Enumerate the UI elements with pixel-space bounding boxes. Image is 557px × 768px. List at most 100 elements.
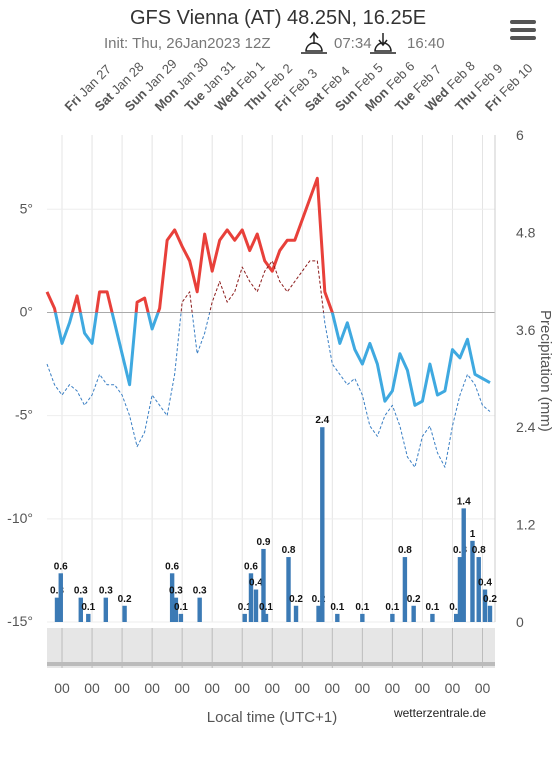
precip-label: 0.1 (355, 602, 369, 613)
precip-label: 0.1 (81, 602, 95, 613)
precip-label: 0.8 (398, 545, 412, 556)
precip-bar (122, 605, 127, 622)
precip-bar (476, 557, 481, 622)
x-tick-label: 00 (174, 680, 190, 696)
precip-label: 0.3 (99, 586, 113, 597)
x-tick-label: 00 (415, 680, 431, 696)
x-tick-label: 00 (54, 680, 70, 696)
precip-bar (487, 605, 493, 622)
precip-bar (320, 427, 325, 622)
precip-bar (169, 573, 175, 622)
precip-bar (482, 589, 488, 622)
y-tick-label: -10° (7, 510, 33, 526)
precip-label: 0.9 (257, 537, 271, 548)
x-tick-label: 00 (475, 680, 491, 696)
temperature-line (45, 176, 334, 313)
day-weekday: Tue (182, 88, 208, 114)
chart-title: GFS Vienna (AT) 48.25N, 16.25E (130, 7, 426, 29)
precip-bar (54, 597, 60, 622)
day-weekday: Thu (452, 87, 479, 114)
precip-bar (286, 557, 291, 622)
precip-bar (263, 613, 269, 622)
precip-bar (78, 597, 83, 622)
precip-bar (360, 613, 365, 622)
x-tick-label: 00 (355, 680, 371, 696)
source: wetterzentrale.de (393, 706, 486, 720)
precip-label: 1.4 (457, 496, 471, 507)
precip-bar (457, 557, 463, 622)
y-tick-label: 0° (20, 303, 33, 319)
precip-label: 0.6 (54, 561, 68, 572)
precip-label: 0.3 (169, 586, 183, 597)
precip-bar (411, 605, 416, 622)
x-axis-label: Local time (UTC+1) (207, 709, 337, 726)
precip-bar (58, 573, 63, 622)
precip-label: 0.1 (174, 602, 188, 613)
precip-label: 0.6 (244, 561, 258, 572)
temperature-line (53, 312, 491, 407)
y-tick-label: 5° (20, 200, 33, 216)
precip-bar (242, 613, 247, 622)
y2-tick-label: 2.4 (516, 419, 536, 435)
x-tick-label: 00 (264, 680, 280, 696)
y2-axis-label: Precipitation (mm) (537, 310, 554, 432)
x-tick-label: 00 (445, 680, 461, 696)
precip-bar (430, 613, 435, 622)
precip-bar (197, 597, 202, 622)
day-date: Feb 10 (496, 61, 535, 100)
y2-tick-label: 0 (516, 614, 524, 630)
temperature-line (46, 312, 491, 468)
precip-label: 0.2 (407, 594, 421, 605)
y2-tick-label: 6 (516, 127, 524, 143)
precip-bar (103, 597, 109, 622)
precip-bar (335, 613, 340, 622)
sunset-time: 16:40 (407, 35, 445, 52)
sunset-icon (370, 33, 396, 54)
precip-label: 0.3 (193, 586, 207, 597)
y2-tick-label: 1.2 (516, 517, 536, 533)
precip-bar (248, 573, 254, 622)
precip-bar (261, 548, 266, 622)
precip-bar (390, 613, 395, 622)
temperature-line (180, 260, 325, 313)
day-weekday: Tue (392, 88, 418, 114)
x-tick-label: 00 (204, 680, 220, 696)
precip-label: 0.1 (259, 602, 273, 613)
x-tick-label: 00 (294, 680, 310, 696)
sunrise-icon (301, 31, 327, 54)
precip-bar (293, 605, 299, 622)
precip-bar (253, 589, 259, 622)
precip-label: 0.2 (483, 594, 497, 605)
precip-label: 0.6 (165, 561, 179, 572)
precip-bar (470, 540, 475, 622)
sunrise-time: 07:34 (334, 35, 372, 52)
y2-tick-label: 3.6 (516, 322, 536, 338)
precip-label: 0.1 (330, 602, 344, 613)
precip-label: 0.1 (238, 602, 252, 613)
precip-label: 2.4 (315, 415, 329, 426)
menu-button[interactable] (510, 20, 536, 40)
precip-label: 0.2 (118, 594, 132, 605)
precip-bar (316, 605, 321, 622)
precip-label: 0.3 (50, 586, 64, 597)
precip-label: 0.3 (74, 586, 88, 597)
precip-label: 0.8 (472, 545, 486, 556)
precip-label: 0.8 (282, 545, 296, 556)
precip-label: 0.2 (312, 594, 326, 605)
x-tick-label: 00 (234, 680, 250, 696)
precip-label: 0.2 (289, 594, 303, 605)
precip-bar (454, 613, 459, 622)
precip-bar (178, 613, 184, 622)
chart-subtitle: Init: Thu, 26Jan2023 12Z (104, 35, 271, 52)
precip-label: 0.4 (478, 578, 492, 589)
x-tick-label: 00 (325, 680, 341, 696)
precip-label: 0.1 (425, 602, 439, 613)
precip-label: 0.4 (249, 578, 263, 589)
precip-label: 1 (470, 529, 476, 540)
precip-bar (402, 557, 408, 622)
y2-tick-label: 4.8 (516, 224, 536, 240)
precip-bar (461, 508, 466, 622)
y-tick-label: -5° (15, 407, 33, 423)
